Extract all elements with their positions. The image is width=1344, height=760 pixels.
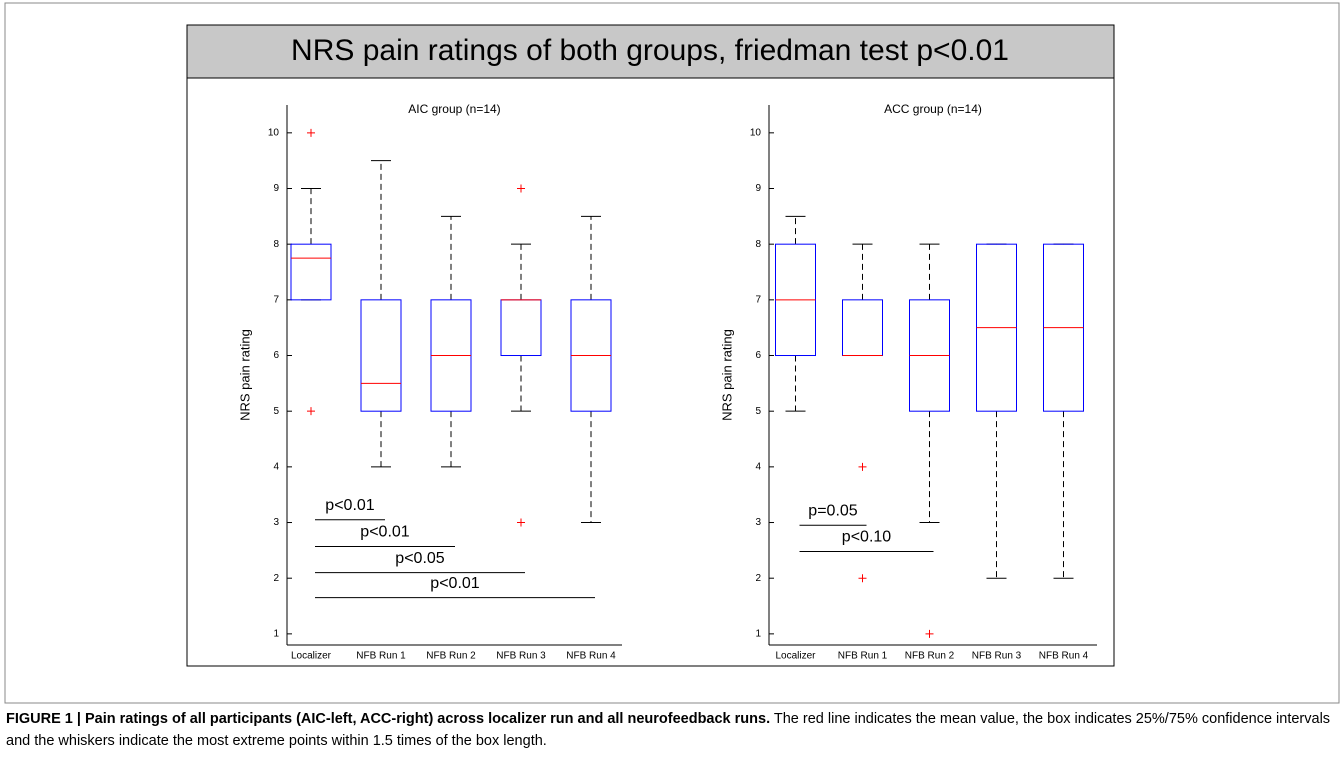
x-tick-label: NFB Run 3: [972, 651, 1022, 662]
significance-label: p<0.01: [430, 575, 479, 592]
chart-title: AIC group (n=14): [408, 102, 500, 116]
outlier: [307, 407, 315, 416]
y-tick-label: 4: [755, 461, 761, 472]
box: [360, 299, 402, 412]
x-tick-label: NFB Run 1: [838, 651, 888, 662]
y-tick-label: 8: [755, 239, 761, 250]
box: [290, 243, 332, 301]
outlier: [858, 462, 867, 471]
title-bar: [186, 24, 1115, 79]
y-tick-label: 9: [755, 183, 761, 194]
outlier: [517, 184, 525, 193]
caption: FIGURE 1 | Pain ratings of all participa…: [6, 708, 1338, 752]
y-tick-label: 4: [273, 461, 279, 472]
outlier: [925, 629, 934, 638]
significance-label: p<0.10: [842, 529, 891, 546]
figure-frame: [4, 2, 1340, 704]
figure-title: NRS pain ratings of both groups, friedma…: [291, 34, 1009, 67]
y-tick-label: 7: [755, 294, 761, 305]
y-axis-label: NRS pain rating: [237, 329, 252, 421]
figure: NRS pain ratings of both groups, friedma…: [4, 2, 1340, 704]
y-axis-label: NRS pain rating: [719, 329, 734, 421]
chart-title: ACC group (n=14): [884, 102, 982, 116]
plot-area: [186, 77, 1115, 667]
x-tick-label: NFB Run 4: [566, 651, 616, 662]
y-tick-label: 5: [755, 406, 761, 417]
significance-label: p<0.01: [325, 497, 374, 514]
outlier: [517, 518, 525, 527]
x-tick-label: Localizer: [291, 651, 332, 662]
x-tick-label: NFB Run 4: [1039, 651, 1089, 662]
y-tick-label: 1: [273, 629, 279, 640]
x-tick-label: NFB Run 1: [356, 651, 406, 662]
y-tick-label: 6: [755, 350, 761, 361]
x-tick-label: Localizer: [775, 651, 816, 662]
y-tick-label: 6: [273, 350, 279, 361]
significance-label: p<0.01: [360, 524, 409, 541]
x-tick-label: NFB Run 3: [496, 651, 546, 662]
y-tick-label: 9: [273, 183, 279, 194]
y-tick-label: 8: [273, 239, 279, 250]
significance-label: p<0.05: [395, 550, 444, 567]
y-tick-label: 10: [750, 127, 762, 138]
y-tick-label: 2: [273, 573, 279, 584]
y-tick-label: 5: [273, 406, 279, 417]
outlier: [307, 128, 315, 137]
y-tick-label: 1: [755, 629, 761, 640]
y-tick-label: 10: [268, 127, 280, 138]
y-tick-label: 3: [755, 517, 761, 528]
y-tick-label: 3: [273, 517, 279, 528]
y-tick-label: 7: [273, 294, 279, 305]
y-tick-label: 2: [755, 573, 761, 584]
x-tick-label: NFB Run 2: [905, 651, 955, 662]
caption-text: The red line indicates the mean value, t…: [6, 711, 1331, 749]
outlier: [858, 574, 867, 583]
caption-bold: FIGURE 1 | Pain ratings of all participa…: [6, 711, 771, 727]
significance-label: p=0.05: [808, 503, 857, 520]
x-tick-label: NFB Run 2: [426, 651, 476, 662]
